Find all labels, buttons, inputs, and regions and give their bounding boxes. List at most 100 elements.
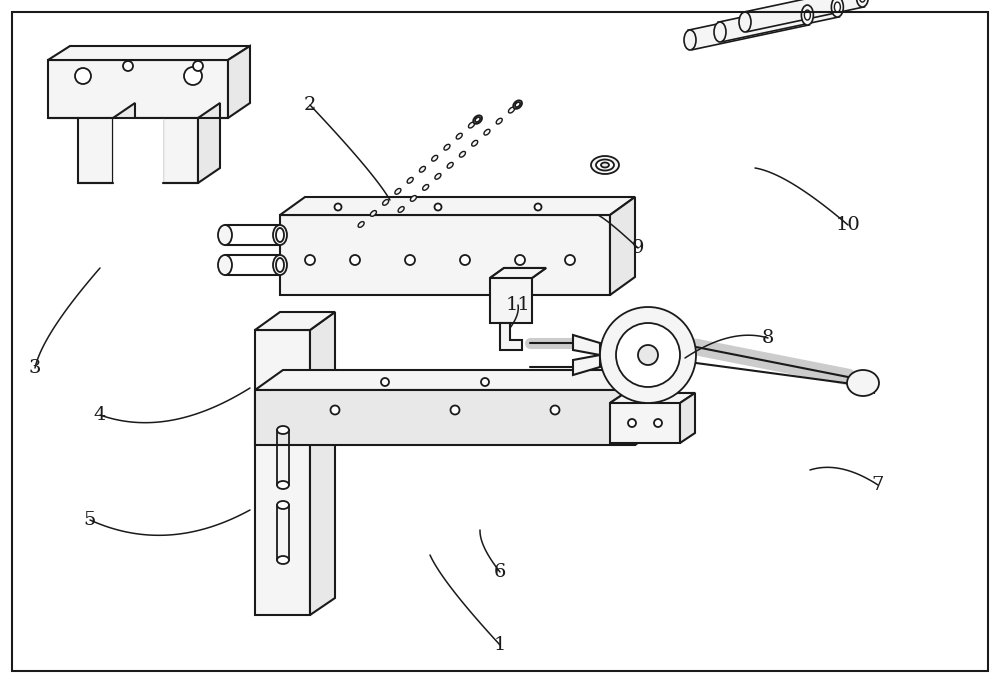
Circle shape: [628, 419, 636, 427]
Ellipse shape: [714, 22, 726, 42]
Polygon shape: [78, 118, 113, 183]
Circle shape: [654, 419, 662, 427]
Circle shape: [481, 378, 489, 386]
Circle shape: [305, 255, 315, 265]
Ellipse shape: [277, 426, 289, 434]
Polygon shape: [743, 0, 864, 32]
Polygon shape: [280, 215, 610, 295]
Ellipse shape: [596, 160, 614, 171]
Ellipse shape: [831, 0, 843, 17]
Text: 6: 6: [494, 563, 506, 581]
Ellipse shape: [473, 115, 482, 124]
Polygon shape: [113, 118, 163, 183]
Text: 9: 9: [632, 239, 644, 257]
Text: 10: 10: [836, 216, 860, 234]
Polygon shape: [718, 0, 839, 42]
Circle shape: [123, 61, 133, 71]
Polygon shape: [490, 268, 546, 278]
Polygon shape: [255, 390, 635, 445]
Circle shape: [334, 204, 342, 210]
Polygon shape: [48, 60, 228, 118]
Polygon shape: [48, 46, 250, 60]
Text: 7: 7: [872, 476, 884, 494]
Ellipse shape: [859, 0, 865, 2]
Polygon shape: [500, 323, 522, 350]
Ellipse shape: [739, 12, 751, 32]
Circle shape: [350, 255, 360, 265]
Circle shape: [600, 307, 696, 403]
Polygon shape: [310, 312, 335, 615]
Ellipse shape: [601, 163, 609, 167]
Ellipse shape: [484, 129, 490, 135]
Circle shape: [381, 378, 389, 386]
Polygon shape: [255, 312, 335, 330]
Ellipse shape: [591, 156, 619, 174]
Ellipse shape: [435, 173, 441, 179]
Polygon shape: [573, 335, 600, 355]
Text: 2: 2: [304, 96, 316, 114]
Ellipse shape: [468, 122, 475, 128]
Ellipse shape: [410, 195, 416, 201]
Circle shape: [405, 255, 415, 265]
Circle shape: [434, 204, 442, 210]
Circle shape: [638, 345, 658, 365]
Ellipse shape: [395, 189, 401, 194]
Ellipse shape: [804, 10, 810, 20]
Polygon shape: [610, 197, 635, 295]
Polygon shape: [610, 393, 695, 443]
Polygon shape: [198, 103, 220, 183]
Ellipse shape: [684, 30, 696, 50]
Polygon shape: [280, 197, 635, 215]
Ellipse shape: [456, 133, 462, 139]
Ellipse shape: [218, 255, 232, 275]
Text: 8: 8: [762, 329, 774, 347]
Ellipse shape: [423, 184, 429, 191]
Ellipse shape: [273, 255, 287, 275]
Ellipse shape: [398, 207, 404, 212]
Polygon shape: [573, 355, 600, 375]
Ellipse shape: [277, 481, 289, 489]
Polygon shape: [635, 370, 663, 445]
Ellipse shape: [459, 152, 465, 157]
Ellipse shape: [273, 225, 287, 245]
Ellipse shape: [475, 117, 480, 122]
Polygon shape: [490, 268, 546, 323]
Circle shape: [330, 406, 340, 415]
Ellipse shape: [358, 221, 364, 227]
Ellipse shape: [472, 141, 478, 146]
Ellipse shape: [276, 228, 284, 242]
Text: 4: 4: [94, 406, 106, 424]
Ellipse shape: [496, 118, 502, 124]
Polygon shape: [255, 370, 663, 390]
Polygon shape: [680, 393, 695, 443]
Ellipse shape: [834, 2, 840, 12]
Ellipse shape: [370, 210, 376, 217]
Circle shape: [565, 255, 575, 265]
Ellipse shape: [218, 225, 232, 245]
Ellipse shape: [447, 163, 453, 168]
Polygon shape: [228, 46, 250, 118]
Text: 1: 1: [494, 636, 506, 654]
Ellipse shape: [508, 107, 515, 113]
Ellipse shape: [276, 258, 284, 272]
Ellipse shape: [277, 556, 289, 564]
Circle shape: [450, 406, 460, 415]
Ellipse shape: [432, 155, 438, 161]
Polygon shape: [255, 330, 310, 615]
Circle shape: [616, 323, 680, 387]
Polygon shape: [113, 103, 135, 183]
Ellipse shape: [383, 199, 389, 206]
Ellipse shape: [515, 102, 520, 107]
Ellipse shape: [847, 370, 879, 396]
Ellipse shape: [444, 144, 450, 150]
Circle shape: [184, 67, 202, 85]
Ellipse shape: [407, 178, 413, 183]
Text: 3: 3: [29, 359, 41, 377]
Polygon shape: [610, 393, 695, 403]
Ellipse shape: [419, 167, 425, 172]
Text: 5: 5: [84, 511, 96, 529]
Ellipse shape: [856, 0, 868, 7]
Ellipse shape: [513, 100, 522, 109]
Polygon shape: [688, 5, 809, 50]
Ellipse shape: [801, 5, 813, 25]
